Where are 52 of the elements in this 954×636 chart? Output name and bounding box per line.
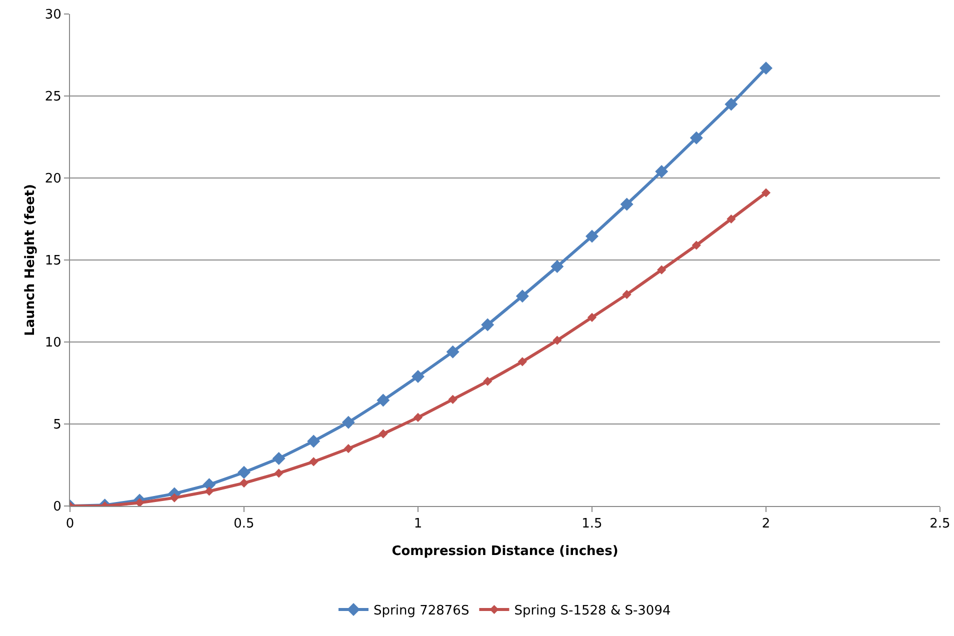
point	[724, 98, 738, 111]
point	[761, 188, 771, 198]
point	[622, 290, 632, 299]
y-tick-label: 30	[44, 8, 62, 23]
legend-label: Spring S-1528 & S-3094	[514, 604, 671, 619]
point	[586, 230, 598, 243]
point	[587, 312, 597, 322]
point	[481, 318, 494, 332]
point	[378, 429, 388, 438]
x-tick-label: 1.5	[582, 516, 602, 532]
point	[550, 260, 564, 274]
point	[552, 336, 562, 345]
point	[412, 370, 424, 383]
point	[238, 466, 250, 479]
point	[726, 214, 736, 224]
x-tick-label: 2	[762, 516, 770, 532]
point	[272, 452, 286, 465]
point	[516, 290, 529, 303]
y-tick-label: 5	[53, 418, 62, 433]
point	[760, 62, 772, 75]
legend-label: Spring 72876S	[374, 604, 470, 619]
y-tick-label: 15	[44, 254, 62, 269]
point	[135, 498, 144, 506]
point	[376, 394, 390, 407]
point	[274, 468, 284, 478]
x-tick-label: 0	[66, 516, 74, 532]
y-tick-label: 20	[44, 172, 62, 187]
point	[344, 444, 353, 454]
point	[620, 198, 634, 211]
point	[518, 357, 527, 366]
y-tick-label: 10	[44, 336, 62, 351]
point	[448, 394, 458, 404]
point	[307, 434, 320, 448]
x-tick-label: 2.5	[930, 516, 950, 532]
point	[690, 131, 703, 144]
point	[483, 376, 492, 386]
y-tick-label: 25	[44, 90, 62, 105]
point	[342, 416, 355, 429]
point	[655, 164, 668, 178]
point	[309, 457, 318, 466]
point	[692, 240, 701, 250]
point	[446, 345, 460, 358]
point	[657, 265, 666, 274]
y-tick-label: 0	[53, 500, 62, 515]
point	[239, 478, 249, 488]
x-axis-title: Compression Distance (inches)	[392, 544, 618, 559]
x-tick-label: 0.5	[234, 516, 254, 532]
point	[204, 486, 214, 496]
y-axis-title: Launch Height (feet)	[23, 184, 38, 336]
point	[170, 493, 179, 502]
point	[413, 412, 423, 422]
x-tick-label: 1	[414, 516, 422, 532]
